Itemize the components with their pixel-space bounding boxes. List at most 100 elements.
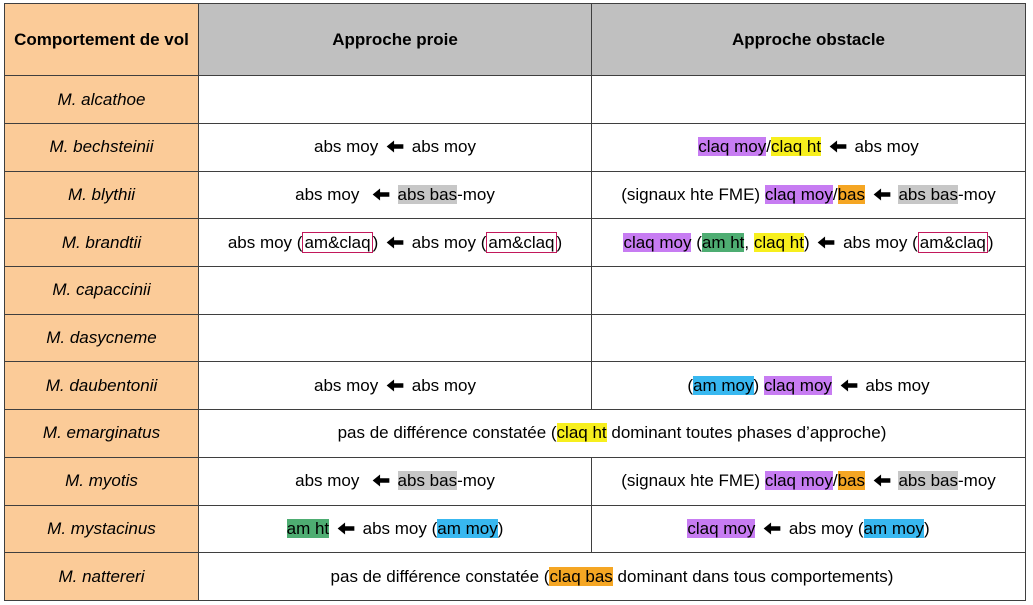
arrow-left-icon bbox=[371, 188, 391, 201]
merged-text-after: dominant toutes phases d’approche) bbox=[606, 423, 887, 443]
merged-cell: pas de différence constatée (claq ht dom… bbox=[198, 409, 1026, 458]
highlight-gray: abs bas bbox=[898, 471, 959, 491]
arrow-left-icon bbox=[762, 522, 782, 535]
comma: , bbox=[744, 232, 750, 252]
highlight-blue: am moy bbox=[693, 375, 754, 395]
separator: / bbox=[766, 137, 771, 157]
prey-cell bbox=[198, 265, 592, 315]
prey-cell: abs moy (am&claq) abs moy (am&claq) bbox=[198, 218, 592, 267]
highlight-purple: claq moy bbox=[687, 518, 756, 538]
obstacle-cell: claq moy abs moy (am moy) bbox=[591, 504, 1026, 554]
obstacle-cell: (signaux hte FME) claq moy/bas abs bas-m… bbox=[591, 170, 1026, 220]
prey-after: abs moy bbox=[411, 137, 476, 157]
prey-cell bbox=[198, 313, 592, 363]
arrow-left-icon bbox=[828, 140, 848, 153]
prey-after: abs moy bbox=[411, 232, 476, 252]
obstacle-prefix: (signaux hte FME) bbox=[621, 184, 761, 204]
highlight-blue: am moy bbox=[437, 518, 498, 538]
merged-text-before: pas de différence constatée ( bbox=[330, 566, 550, 586]
species-cell: M. myotis bbox=[4, 456, 199, 506]
prey-before: abs moy bbox=[227, 232, 293, 252]
table-row: M. capaccinii bbox=[4, 265, 1026, 315]
species-cell: M. daubentonii bbox=[4, 361, 199, 411]
highlight-purple: claq moy bbox=[623, 232, 692, 252]
obstacle-after-rest: -moy bbox=[958, 184, 996, 204]
arrow-left-icon bbox=[371, 474, 391, 487]
obstacle-after: abs moy bbox=[854, 137, 919, 157]
obstacle-after: abs moy bbox=[843, 232, 908, 252]
highlight-purple: claq moy bbox=[763, 375, 832, 395]
table-row: M. blythii abs moy abs bas-moy (signaux … bbox=[4, 170, 1026, 220]
highlight-gray: abs bas bbox=[397, 184, 458, 204]
prey-before: abs moy bbox=[295, 184, 360, 204]
separator: / bbox=[832, 184, 838, 204]
highlight-orange: bas bbox=[837, 184, 865, 204]
prey-cell: abs moy abs moy bbox=[198, 122, 592, 172]
highlight-yellow: claq ht bbox=[753, 232, 804, 252]
prey-cell: abs moy abs moy bbox=[198, 361, 592, 411]
table-row: M. dasycneme bbox=[4, 313, 1026, 363]
arrow-left-icon bbox=[839, 379, 859, 392]
highlight-yellow: claq ht bbox=[556, 423, 607, 443]
prey-cell: abs moy abs bas-moy bbox=[198, 170, 592, 220]
obstacle-after-rest: -moy bbox=[958, 471, 996, 491]
table-row: M. mystacinus am ht abs moy (am moy) cla… bbox=[4, 504, 1026, 554]
species-cell: M. mystacinus bbox=[4, 504, 199, 554]
species-cell: M. capaccinii bbox=[4, 265, 199, 315]
obstacle-cell bbox=[591, 75, 1026, 124]
highlight-purple: claq moy bbox=[764, 471, 833, 491]
obstacle-after: abs moy bbox=[788, 518, 854, 538]
corner-header: Comportement de vol bbox=[4, 2, 199, 77]
arrow-left-icon bbox=[385, 379, 405, 392]
boxed-label: am&claq bbox=[486, 231, 557, 253]
merged-text-before: pas de différence constatée ( bbox=[337, 423, 557, 443]
obstacle-cell: (signaux hte FME) claq moy/bas abs bas-m… bbox=[591, 456, 1026, 506]
species-cell: M. emarginatus bbox=[4, 409, 199, 458]
prey-after-rest: -moy bbox=[457, 184, 495, 204]
table-row: M. myotis abs moy abs bas-moy (signaux h… bbox=[4, 456, 1026, 506]
table-row: M. bechsteinii abs moy abs moy claq moy/… bbox=[4, 122, 1026, 172]
obstacle-cell: (am moy) claq moy abs moy bbox=[591, 361, 1026, 411]
arrow-left-icon bbox=[816, 236, 836, 249]
highlight-purple: claq moy bbox=[764, 184, 833, 204]
header-row: Comportement de vol Approche proie Appro… bbox=[4, 2, 1026, 77]
col-header-obstacle: Approche obstacle bbox=[591, 2, 1026, 77]
species-cell: M. bechsteinii bbox=[4, 122, 199, 172]
table-row: M. emarginatus pas de différence constat… bbox=[4, 409, 1026, 458]
table-row: M. daubentonii abs moy abs moy (am moy) … bbox=[4, 361, 1026, 411]
merged-text-after: dominant dans tous comportements) bbox=[612, 566, 894, 586]
table-row: M. brandtii abs moy (am&claq) abs moy (a… bbox=[4, 218, 1026, 267]
behavior-table: Comportement de vol Approche proie Appro… bbox=[4, 2, 1026, 601]
col-header-prey: Approche proie bbox=[198, 2, 592, 77]
prey-cell bbox=[198, 75, 592, 124]
species-cell: M. brandtii bbox=[4, 218, 199, 267]
arrow-left-icon bbox=[872, 188, 892, 201]
species-cell: M. blythii bbox=[4, 170, 199, 220]
arrow-left-icon bbox=[336, 522, 356, 535]
obstacle-cell: claq moy/claq ht abs moy bbox=[591, 122, 1026, 172]
prey-before: abs moy bbox=[295, 471, 360, 491]
table-row: M. nattereri pas de différence constatée… bbox=[4, 552, 1026, 601]
obstacle-cell bbox=[591, 313, 1026, 363]
merged-cell: pas de différence constatée (claq bas do… bbox=[198, 552, 1026, 601]
highlight-orange: claq bas bbox=[549, 566, 613, 586]
prey-after-rest: -moy bbox=[457, 471, 495, 491]
arrow-left-icon bbox=[385, 140, 405, 153]
highlight-yellow: claq ht bbox=[770, 137, 822, 157]
separator: / bbox=[832, 471, 838, 491]
highlight-gray: abs bas bbox=[397, 471, 458, 491]
prey-after: abs moy bbox=[362, 518, 427, 538]
highlight-green: am ht bbox=[701, 232, 745, 252]
prey-after: abs moy bbox=[411, 375, 476, 395]
obstacle-cell: claq moy (am ht, claq ht) abs moy (am&cl… bbox=[591, 218, 1026, 267]
arrow-left-icon bbox=[385, 236, 405, 249]
obstacle-prefix: (signaux hte FME) bbox=[621, 471, 761, 491]
species-cell: M. alcathoe bbox=[4, 75, 199, 124]
highlight-gray: abs bas bbox=[898, 184, 959, 204]
obstacle-cell bbox=[591, 265, 1026, 315]
prey-cell: abs moy abs bas-moy bbox=[198, 456, 592, 506]
prey-cell: am ht abs moy (am moy) bbox=[198, 504, 592, 554]
species-cell: M. dasycneme bbox=[4, 313, 199, 363]
prey-before: abs moy bbox=[314, 375, 379, 395]
prey-before: abs moy bbox=[314, 137, 379, 157]
